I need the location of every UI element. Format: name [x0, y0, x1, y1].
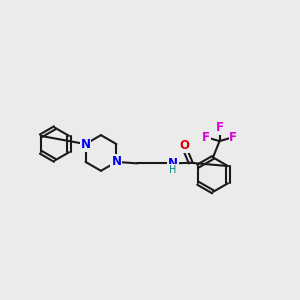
- Text: F: F: [202, 131, 210, 144]
- Text: F: F: [215, 121, 223, 134]
- Text: N: N: [111, 155, 122, 168]
- Text: N: N: [168, 157, 178, 170]
- Text: H: H: [169, 165, 177, 175]
- Text: N: N: [80, 138, 91, 151]
- Text: F: F: [229, 131, 237, 144]
- Text: O: O: [179, 139, 189, 152]
